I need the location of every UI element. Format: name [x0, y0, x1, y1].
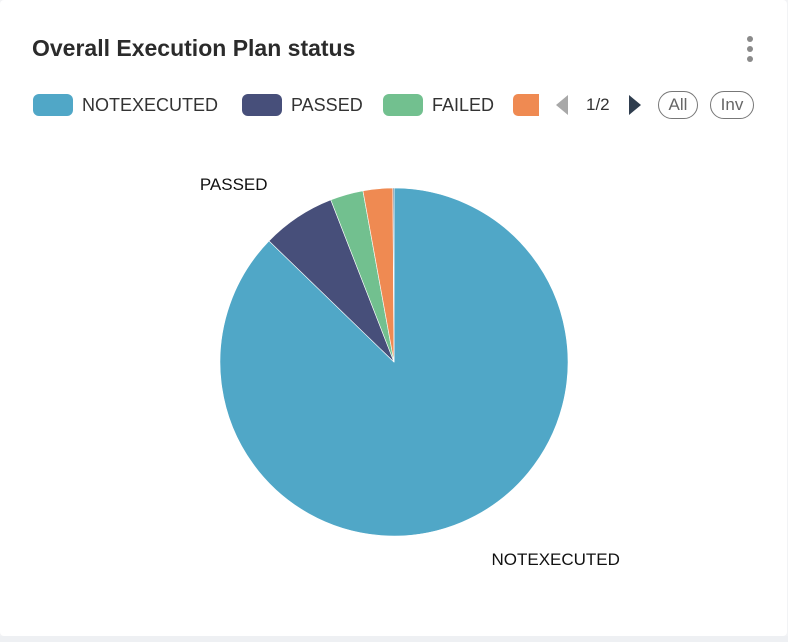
invert-selection-button[interactable]: Inv — [710, 91, 754, 119]
page-background-strip — [0, 636, 788, 642]
chart-legend: NOTEXECUTED PASSED FAILED — [33, 92, 773, 118]
select-all-button[interactable]: All — [658, 91, 698, 119]
more-vertical-icon[interactable] — [740, 34, 760, 64]
chart-title: Overall Execution Plan status — [32, 35, 356, 61]
pie-label-passed: PASSED — [200, 175, 268, 194]
legend-swatch — [383, 94, 423, 116]
legend-item-passed[interactable]: PASSED — [242, 92, 363, 118]
legend-swatch — [513, 94, 539, 116]
legend-item-notexecuted[interactable]: NOTEXECUTED — [33, 92, 218, 118]
legend-item-4[interactable] — [513, 92, 539, 118]
legend-item-failed[interactable]: FAILED — [383, 92, 494, 118]
legend-swatch — [33, 94, 73, 116]
legend-label: PASSED — [291, 94, 363, 115]
legend-page-indicator: 1/2 — [586, 95, 610, 114]
pie-slice-other-4[interactable] — [392, 187, 395, 363]
pie-label-notexecuted: NOTEXECUTED — [491, 550, 619, 569]
chevron-right-icon[interactable] — [627, 94, 643, 116]
legend-label: FAILED — [432, 94, 495, 115]
legend-swatch — [242, 94, 282, 116]
chevron-left-icon[interactable] — [554, 94, 570, 116]
legend-label: NOTEXECUTED — [82, 94, 219, 115]
